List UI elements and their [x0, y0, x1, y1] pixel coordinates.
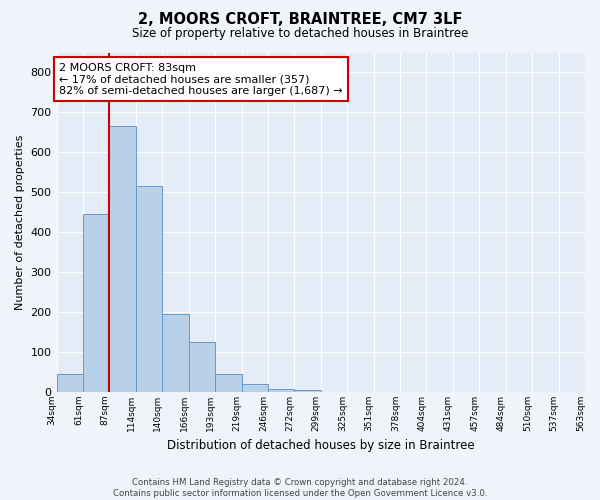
- Text: Contains HM Land Registry data © Crown copyright and database right 2024.
Contai: Contains HM Land Registry data © Crown c…: [113, 478, 487, 498]
- Bar: [83, 214, 109, 392]
- Bar: [268, 389, 295, 392]
- Bar: [56, 374, 83, 392]
- Bar: [162, 314, 188, 392]
- Bar: [295, 390, 321, 392]
- Y-axis label: Number of detached properties: Number of detached properties: [15, 134, 25, 310]
- Text: 2, MOORS CROFT, BRAINTREE, CM7 3LF: 2, MOORS CROFT, BRAINTREE, CM7 3LF: [138, 12, 462, 28]
- X-axis label: Distribution of detached houses by size in Braintree: Distribution of detached houses by size …: [167, 440, 475, 452]
- Bar: [109, 126, 136, 392]
- Bar: [215, 374, 242, 392]
- Text: 2 MOORS CROFT: 83sqm
← 17% of detached houses are smaller (357)
82% of semi-deta: 2 MOORS CROFT: 83sqm ← 17% of detached h…: [59, 62, 343, 96]
- Text: Size of property relative to detached houses in Braintree: Size of property relative to detached ho…: [132, 28, 468, 40]
- Bar: [136, 186, 162, 392]
- Bar: [242, 384, 268, 392]
- Bar: [188, 342, 215, 392]
